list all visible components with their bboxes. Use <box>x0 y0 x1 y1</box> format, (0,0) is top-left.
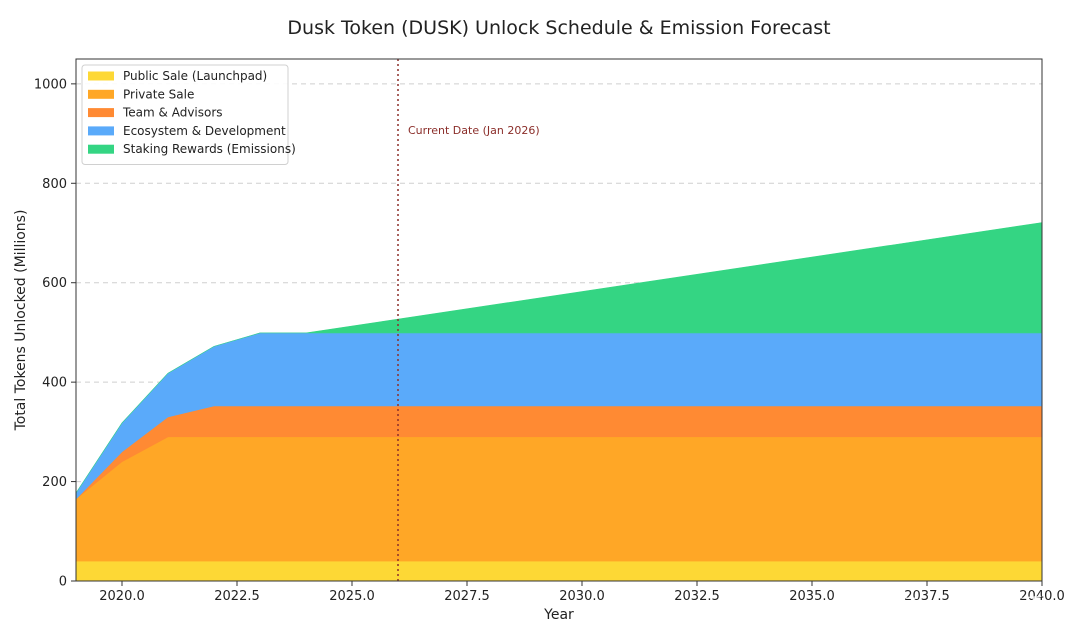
area-series <box>75 222 1043 582</box>
area-series-2 <box>75 436 1043 562</box>
y-axis-ticks: 0 200 400 600 800 1000 <box>34 77 76 590</box>
legend-swatch <box>88 89 114 99</box>
x-tick-label: 2040.0 <box>1019 589 1065 604</box>
watermark-at: @ <box>882 594 901 616</box>
x-axis-label: Year <box>543 607 574 623</box>
x-tick-label: 2020.0 <box>99 589 145 604</box>
watermark: @ Tana 14 比特币 <box>852 594 1043 616</box>
legend-box <box>81 64 289 165</box>
x-tick-label: 2030.0 <box>559 589 605 604</box>
legend: Public Sale (Launchpad) Private Sale Team … <box>81 64 296 165</box>
chart-title: Dusk Token (DUSK) Unlock Schedule & Emis… <box>287 17 830 39</box>
y-tick-label: 600 <box>42 276 67 291</box>
x-tick-label: 2025.0 <box>329 589 375 604</box>
x-tick-label: 2027.5 <box>444 589 490 604</box>
area-series-1 <box>75 560 1043 582</box>
legend-swatch <box>88 108 114 118</box>
y-axis-label: Total Tokens Unlocked (Millions) <box>13 210 29 432</box>
y-tick-label: 0 <box>59 575 67 590</box>
x-axis-ticks: 2020.0 2022.5 2025.0 2027.5 2030.0 2032.5 2035… <box>99 581 1065 604</box>
x-tick-label: 2032.5 <box>674 589 720 604</box>
legend-swatch <box>88 126 114 136</box>
legend-label: Public Sale (Launchpad) <box>123 69 267 83</box>
legend-swatch <box>88 71 114 81</box>
legend-label: Ecosystem & Development <box>123 124 286 138</box>
legend-swatch <box>88 144 114 154</box>
watermark-text: Tana 14 比特币 <box>905 594 1043 616</box>
y-tick-label: 1000 <box>34 77 67 92</box>
y-tick-label: 200 <box>42 475 67 490</box>
x-tick-label: 2022.5 <box>214 589 260 604</box>
annotations: Current Date (Jan 2026) <box>397 59 540 581</box>
x-tick-label: 2037.5 <box>904 589 950 604</box>
y-tick-label: 800 <box>42 177 67 192</box>
watermark-logo-icon <box>852 594 872 614</box>
y-tick-label: 400 <box>42 376 67 391</box>
plot-frame <box>75 58 1043 582</box>
legend-label: Staking Rewards (Emissions) <box>123 142 296 156</box>
current-date-label: Current Date (Jan 2026) <box>408 124 540 137</box>
legend-label: Private Sale <box>123 87 194 101</box>
x-tick-label: 2035.0 <box>789 589 835 604</box>
legend-label: Team & Advisors <box>122 106 223 120</box>
